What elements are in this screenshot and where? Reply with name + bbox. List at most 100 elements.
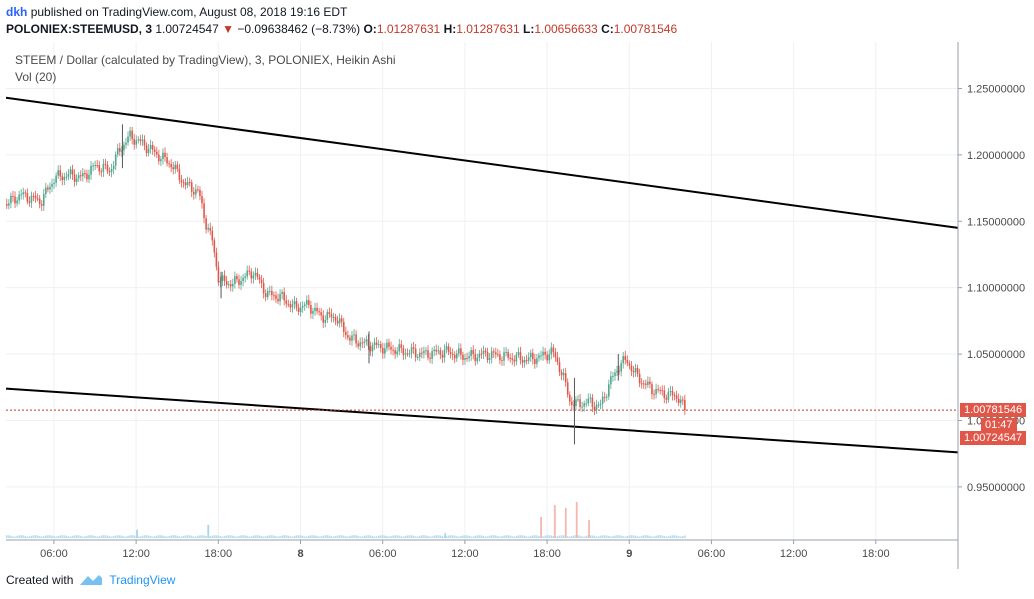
candle-body [550,347,553,355]
candle-body [71,169,74,175]
volume-bar [560,535,563,538]
candle-body [129,130,131,137]
candle-body [127,136,129,143]
volume-bar [384,535,386,538]
candle-body [252,275,255,279]
volume-bar [320,536,322,538]
candle-body [297,307,300,312]
candle-body [345,331,347,336]
volume-bar [377,535,380,538]
volume-bar [248,536,251,538]
chart-frame[interactable]: 1.25000000 1.20000000 1.15000000 1.10000000… [6,42,1028,569]
volume-bar [347,536,349,538]
volume-bar [334,536,337,538]
volume-bar [143,535,146,538]
volume-bar [232,535,234,538]
tradingview-link[interactable]: TradingView [109,573,176,587]
author-name[interactable]: dkh [6,5,28,19]
candle-body [178,168,181,180]
volume-bar [478,535,481,538]
volume-bar [18,535,20,538]
candle-body [513,359,516,362]
volume-bar [221,536,224,538]
candle-body [201,196,203,204]
candle-body [593,406,596,411]
candle-body [342,321,345,332]
candle-body [603,396,606,398]
candle-body [182,182,185,184]
down-arrow-icon: ▼ [222,22,235,36]
candle-body [585,403,588,405]
candle-body [421,352,423,354]
volume-bar [326,535,329,538]
volume-bar [61,535,64,538]
volume-bar [435,535,438,538]
candle-body [589,397,592,399]
volume-bar [301,535,304,538]
volume-bar [416,536,419,538]
x-tick-label: 18:00 [533,548,561,560]
volume-bar [642,535,645,538]
candle-body [79,175,82,177]
candle-body [361,342,364,344]
candle-body [330,313,333,318]
volume-bar [663,535,666,538]
volume-bar [174,535,177,538]
candle-body [153,149,156,152]
candle-body [164,152,166,158]
candle-body [114,154,117,166]
volume-bar [82,536,84,538]
high-label: H: [443,22,457,36]
candle-body [229,284,232,287]
candle-body [645,383,647,385]
candle-body [92,165,94,167]
candle-body [213,240,216,253]
candle-body [425,350,427,352]
candle-body [22,192,25,195]
volume-bar [371,535,374,538]
candle-body [320,312,322,316]
x-tick-label: 06:00 [698,548,726,560]
price-chart[interactable]: 1.25000000 1.20000000 1.15000000 1.10000000… [6,42,1028,569]
candle-body [98,165,101,172]
candle-body [116,148,119,155]
last-value: 1.00724547 [155,22,219,36]
volume-bar [447,535,450,538]
candle-body [18,194,20,201]
candle-body [199,189,201,197]
volume-bar [597,536,600,538]
volume-bar [332,536,335,538]
volume-bar [67,536,70,538]
candle-body [499,354,501,361]
volume-bar [499,536,501,538]
volume-bar [645,535,647,538]
volume-bar [73,535,76,538]
candle-body [353,334,355,336]
candle-body [379,344,382,348]
candle-body [503,352,505,361]
candle-body [531,352,534,360]
candle-body [630,365,633,372]
candle-body [519,352,522,360]
volume-bar [108,536,111,538]
volume-bar [338,535,341,538]
volume-bar [624,536,627,538]
candle-body [474,354,477,362]
volume-bar [213,535,216,538]
volume-bar [466,535,468,538]
volume-bar [345,536,347,538]
volume-bar [425,535,427,538]
volume-bar [546,535,548,538]
volume-bar [139,536,142,538]
volume-bar [388,536,390,538]
last-price-label: 1.00781546 [960,403,1027,418]
y-tick-label: 1.05000000 [967,349,1025,361]
candle-body [273,295,275,297]
candle-body [102,163,105,172]
candle-body [61,176,64,181]
candle-body [677,398,680,404]
volume-bar [451,535,454,538]
volume-bar [20,535,22,538]
volume-bar [227,535,230,538]
candle-body [162,152,164,160]
